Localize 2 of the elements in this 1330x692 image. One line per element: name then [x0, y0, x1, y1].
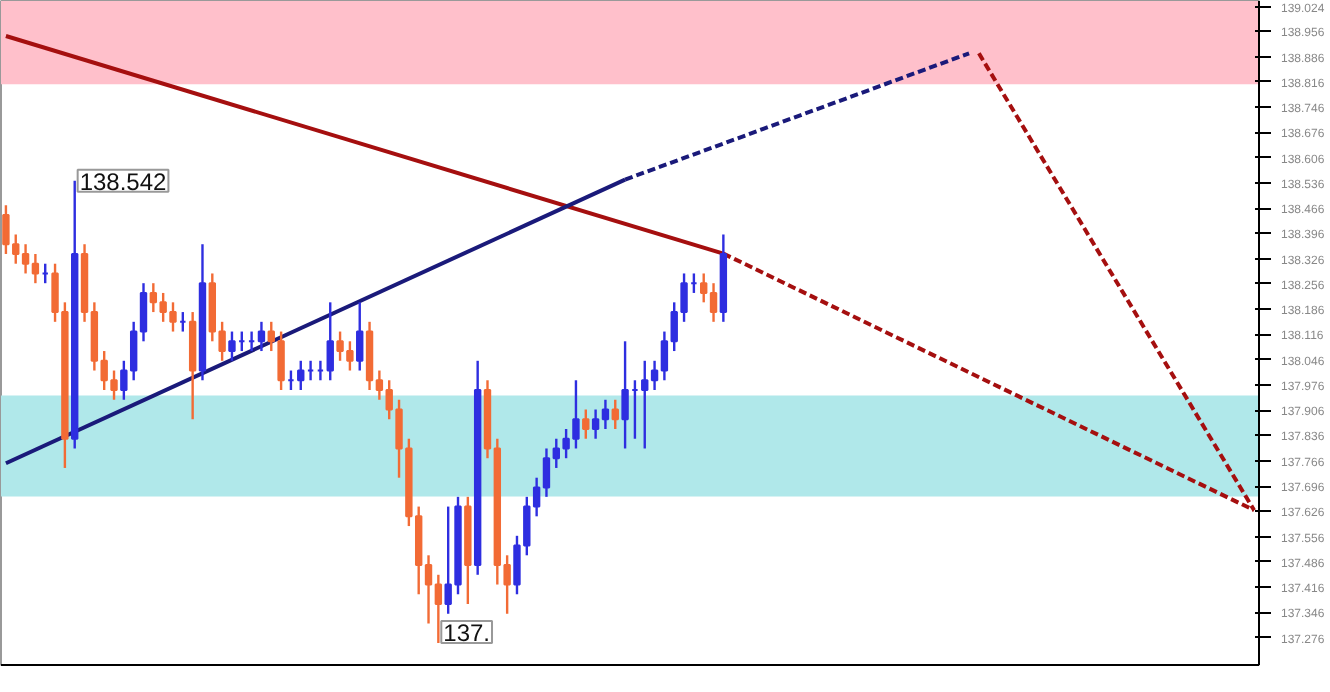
- annotation: 138.542: [79, 167, 168, 196]
- annotation: 137.: [443, 618, 491, 647]
